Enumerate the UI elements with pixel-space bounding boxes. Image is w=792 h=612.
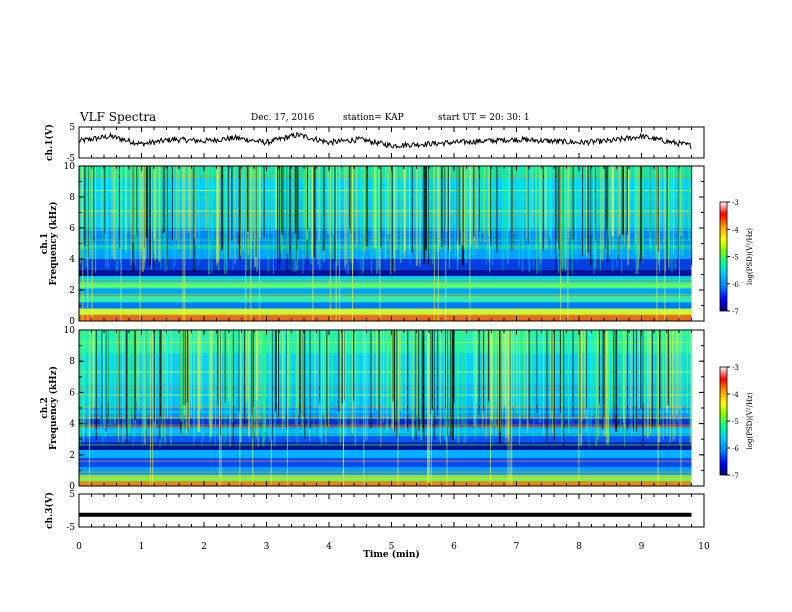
x-tick-label: 4	[326, 542, 332, 552]
header-station: station= KAP	[343, 113, 404, 123]
ch1-y-tick-label: 5	[69, 123, 75, 133]
ch2-colorbar-label-text: log(PSD)(V²/Hz)	[746, 392, 754, 449]
x-tick-label: 10	[698, 542, 710, 552]
ch1-colorbar-tick-label: -6	[732, 281, 739, 289]
spectrogram-ch1	[79, 166, 693, 321]
x-tick-label: 9	[639, 542, 645, 552]
ch1-colorbar-label-text: log(PSD)(V²/Hz)	[746, 228, 754, 285]
ch2-spec-y-tick-label: 4	[69, 420, 75, 430]
ch1-colorbar-tick-label: -5	[732, 254, 739, 262]
ch2-spec-y-tick-label: 6	[69, 388, 75, 398]
ch1-spec-y-label-line: Frequency (kHz)	[48, 201, 59, 285]
x-tick-label: 7	[514, 542, 520, 552]
ch1-spec-y-tick-label: 0	[69, 317, 75, 327]
ch2-colorbar	[719, 366, 728, 476]
ch1-y-tick-label: -5	[66, 154, 75, 164]
ch1-colorbar-tick-label: -3	[732, 199, 739, 207]
header-date: Dec. 17, 2016	[251, 113, 315, 123]
ch2-spec-y-tick-label: 0	[69, 482, 75, 492]
ch1-spec-y-label: ch.1 Frequency (kHz)	[40, 201, 59, 285]
ch2-colorbar-label: log(PSD)(V²/Hz)	[746, 392, 754, 449]
ch3-y-label: ch.3(V)	[44, 492, 55, 529]
ch3-y-tick-label: 5	[69, 490, 75, 500]
ch1-colorbar-label: log(PSD)(V²/Hz)	[746, 228, 754, 285]
x-tick-label: 0	[76, 542, 82, 552]
ch2-spec-y-tick-label: 8	[69, 357, 75, 367]
x-axis-label: Time (min)	[363, 549, 420, 560]
ch2-colorbar-tick-label: -4	[732, 391, 739, 399]
ch1-spec-y-tick-label: 4	[69, 255, 75, 265]
x-tick-label: 5	[389, 542, 395, 552]
ch1-spec-y-label-line: ch.1	[40, 233, 50, 254]
ch2-colorbar-tick-label: -6	[732, 445, 739, 453]
ch1-y-label-line: ch.1(V)	[44, 124, 55, 161]
ch2-spec-y-label-line: Frequency (kHz)	[48, 366, 59, 450]
ch1-series-line	[78, 131, 692, 149]
ch3-y-label-line: ch.3(V)	[44, 492, 55, 529]
ch1-spec-y-tick-label: 2	[69, 286, 75, 296]
ch2-colorbar-tick-label: -3	[732, 364, 739, 372]
ch1-spec-y-tick-label: 8	[69, 193, 75, 203]
ch1-colorbar	[719, 201, 728, 312]
ch2-colorbar-tick-label: -5	[732, 418, 739, 426]
x-tick-label: 1	[139, 542, 145, 552]
spectrogram-ch2	[79, 330, 693, 486]
x-tick-label: 2	[201, 542, 207, 552]
ch2-spec-y-tick-label: 2	[69, 451, 75, 461]
ch1-y-label: ch.1(V)	[44, 124, 55, 161]
ch2-colorbar-tick-label: -7	[732, 472, 739, 480]
ch1-spec-y-tick-label: 6	[69, 224, 75, 234]
ch1-spec-y-tick-label: 10	[64, 162, 76, 172]
ch1-colorbar-tick-label: -4	[732, 226, 739, 234]
x-tick-label: 6	[451, 542, 457, 552]
ch2-spec-y-tick-label: 10	[64, 326, 76, 336]
figure-title: VLF Spectra	[80, 110, 157, 124]
ch1-colorbar-tick-label: -7	[732, 308, 739, 316]
ch2-spec-y-label: ch.2 Frequency (kHz)	[40, 366, 59, 450]
ch2-spec-y-label-line: ch.2	[40, 397, 50, 418]
ch3-y-tick-label: -5	[66, 523, 75, 533]
x-tick-label: 3	[264, 542, 270, 552]
header-start-time: start UT = 20: 30: 1	[438, 113, 530, 123]
x-tick-label: 8	[576, 542, 582, 552]
